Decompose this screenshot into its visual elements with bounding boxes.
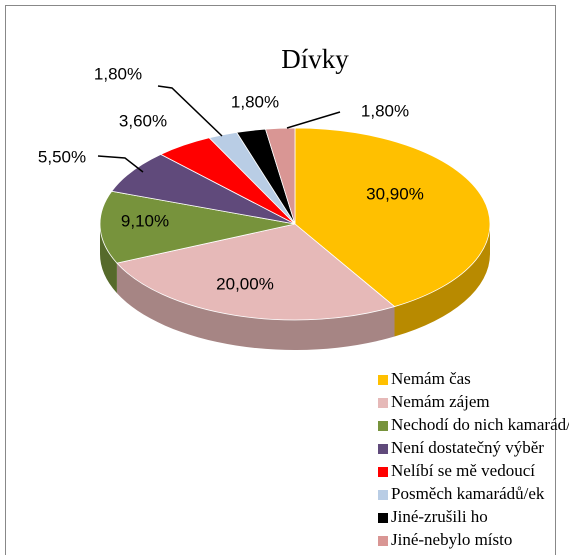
pie-tops <box>99 127 491 321</box>
legend-label: Posměch kamarádů/ek <box>391 484 545 503</box>
legend: Nemám čas Nemám zájem Nechodí do nich kama… <box>378 369 569 549</box>
pie-slice-side <box>394 224 490 337</box>
legend-label: Nechodí do nich kamarád/ka <box>391 415 569 434</box>
data-label: 1,80% <box>94 64 142 83</box>
pie-slice <box>99 190 296 264</box>
data-label: 5,50% <box>38 147 86 166</box>
legend-label: Jiné-zrušili ho <box>391 507 488 526</box>
legend-swatch <box>378 398 388 408</box>
legend-swatch <box>378 444 388 454</box>
data-label: 3,60% <box>119 111 167 130</box>
leader-line <box>97 155 144 173</box>
pie-slice <box>264 127 296 225</box>
legend-swatch <box>378 467 388 477</box>
legend-swatch <box>378 421 388 431</box>
legend-label: Není dostatečný výběr <box>391 438 544 457</box>
data-label: 1,80% <box>361 101 409 120</box>
pie-slice-side <box>116 263 395 351</box>
leader-line <box>286 111 341 129</box>
chart-title: Dívky <box>281 44 349 74</box>
legend-label: Nemám čas <box>391 369 471 388</box>
leader-lines <box>97 85 341 173</box>
legend-swatch <box>378 490 388 500</box>
pie-slice-side <box>100 224 117 294</box>
data-labels: 30,90% 20,00% 9,10% 5,50% 3,60% 1,80% 1,80% 1,8… <box>38 64 424 293</box>
chart-frame <box>5 5 556 555</box>
data-label: 9,10% <box>121 211 169 230</box>
data-label: 1,80% <box>231 92 279 111</box>
data-label: 30,90% <box>366 184 424 203</box>
legend-label: Jiné-nebylo místo <box>391 530 512 549</box>
pie-slice <box>294 127 491 308</box>
legend-label: Nelíbí se mě vedoucí <box>391 461 535 480</box>
legend-swatch <box>378 375 388 385</box>
leader-line <box>157 85 223 137</box>
data-label: 20,00% <box>216 274 274 293</box>
pie-sides <box>100 224 490 351</box>
legend-swatch <box>378 536 388 546</box>
legend-label: Nemám zájem <box>391 392 490 411</box>
legend-swatch <box>378 513 388 523</box>
